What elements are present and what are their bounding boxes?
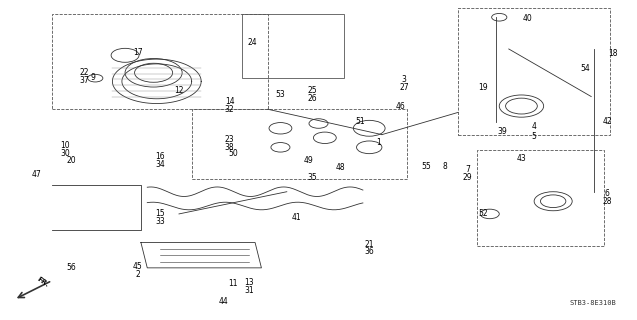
Bar: [192, 109, 407, 179]
Text: 56: 56: [66, 263, 76, 272]
Text: 32: 32: [225, 105, 234, 114]
Text: 52: 52: [478, 209, 488, 219]
Text: 43: 43: [517, 154, 526, 163]
Text: 28: 28: [603, 197, 612, 206]
Text: 31: 31: [244, 285, 254, 295]
Text: 29: 29: [462, 173, 473, 182]
Text: 10: 10: [60, 141, 69, 150]
Text: 4: 4: [532, 122, 536, 131]
Text: 17: 17: [133, 48, 143, 57]
Text: 33: 33: [155, 217, 165, 226]
Text: 44: 44: [218, 297, 228, 306]
Text: 16: 16: [155, 152, 165, 161]
Text: 47: 47: [31, 170, 41, 179]
Text: 55: 55: [422, 162, 431, 171]
Text: 11: 11: [228, 279, 238, 288]
Text: 48: 48: [336, 164, 345, 172]
Text: 36: 36: [364, 247, 374, 257]
Text: 24: 24: [247, 38, 257, 47]
Text: 40: 40: [523, 14, 533, 23]
Text: 46: 46: [396, 101, 406, 111]
Text: FR.: FR.: [36, 276, 50, 288]
Text: 5: 5: [532, 132, 536, 141]
Text: 38: 38: [225, 143, 234, 152]
Text: 1: 1: [376, 138, 381, 147]
Text: 6: 6: [605, 189, 610, 198]
Text: 41: 41: [292, 212, 301, 222]
Text: 53: 53: [276, 91, 285, 100]
Text: 15: 15: [155, 209, 165, 219]
Text: 14: 14: [225, 97, 234, 106]
Text: 19: 19: [478, 83, 488, 92]
Text: 54: 54: [580, 63, 590, 73]
Text: 25: 25: [307, 86, 317, 95]
Text: 30: 30: [60, 149, 69, 158]
Text: 51: 51: [355, 117, 364, 126]
Text: 26: 26: [307, 94, 317, 103]
Bar: [458, 8, 610, 135]
Text: 23: 23: [225, 135, 234, 144]
Text: 45: 45: [133, 262, 143, 271]
Text: STB3-8E310B: STB3-8E310B: [570, 300, 617, 306]
Text: 49: 49: [304, 156, 314, 164]
Text: 3: 3: [402, 75, 406, 84]
Bar: [52, 14, 268, 109]
Bar: [477, 150, 604, 246]
Text: 12: 12: [175, 86, 183, 95]
Text: 21: 21: [364, 240, 374, 249]
Text: 34: 34: [155, 160, 165, 169]
Text: 18: 18: [609, 49, 618, 58]
Text: 13: 13: [244, 278, 254, 287]
Text: 20: 20: [66, 156, 76, 164]
Text: 39: 39: [497, 127, 507, 136]
Text: 8: 8: [443, 162, 448, 171]
Text: 50: 50: [228, 149, 238, 158]
Text: 27: 27: [399, 83, 409, 92]
Text: 42: 42: [602, 117, 612, 126]
Text: 35: 35: [307, 173, 317, 182]
Text: 7: 7: [465, 165, 470, 174]
Text: 9: 9: [91, 73, 96, 82]
Text: 2: 2: [136, 270, 140, 279]
Text: 37: 37: [79, 76, 89, 85]
Text: 22: 22: [79, 68, 89, 77]
Bar: [243, 14, 344, 77]
